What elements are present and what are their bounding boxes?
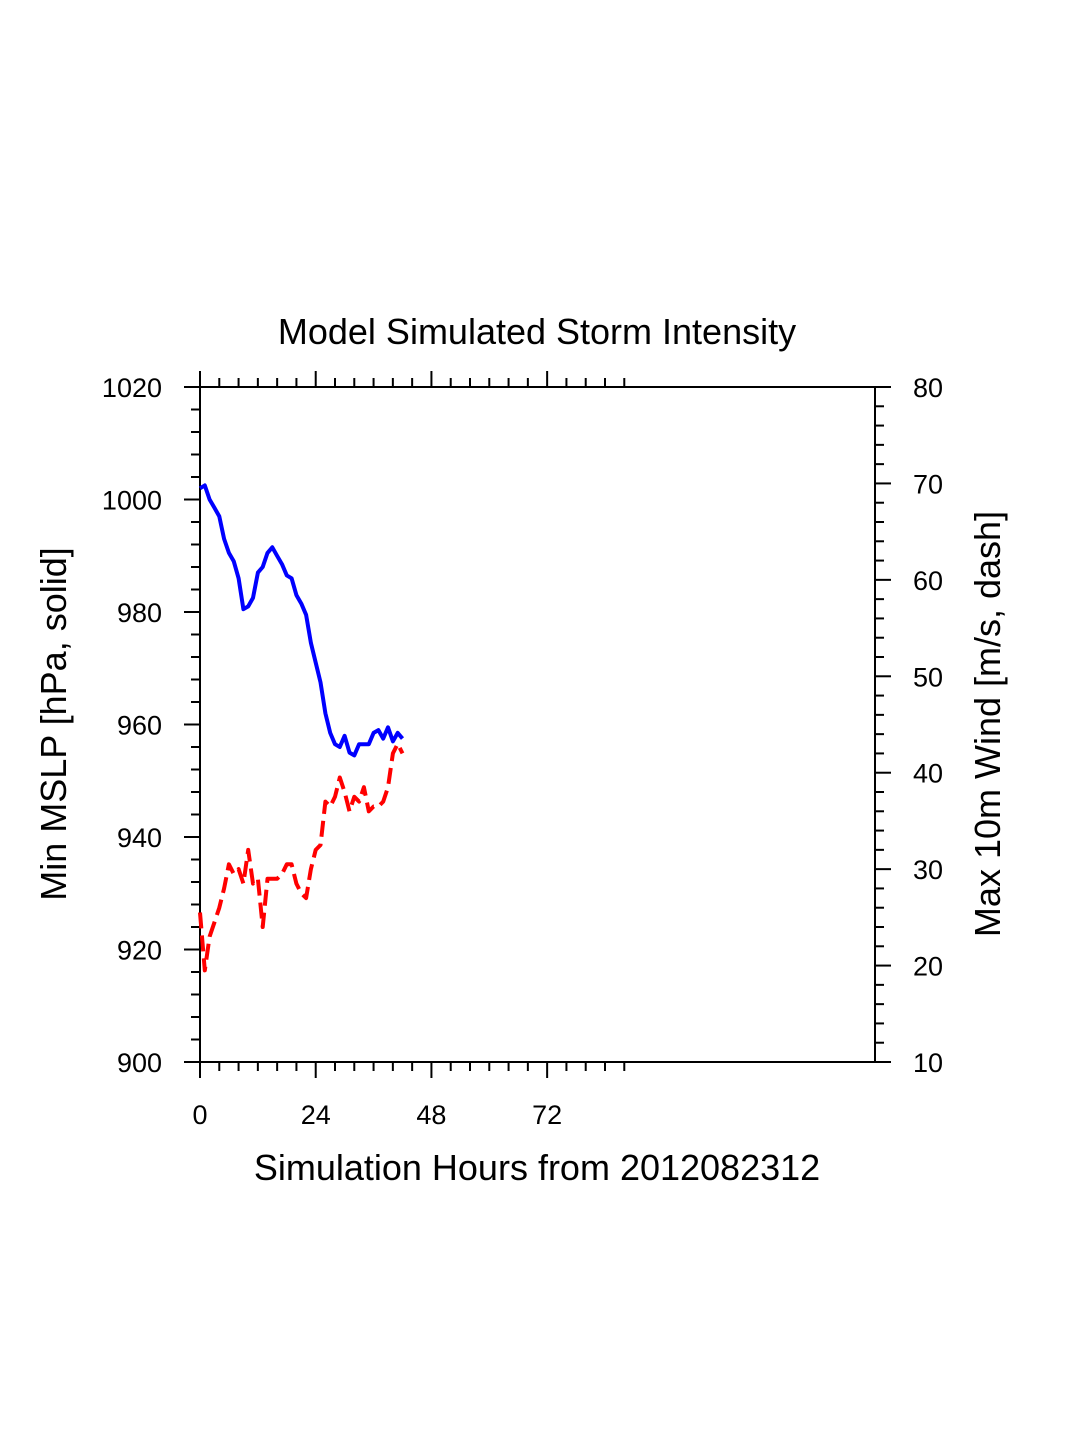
y-right-tick-label: 80	[913, 373, 943, 403]
min-mslp-series-line	[198, 483, 405, 758]
y-right-tick-label: 70	[913, 469, 943, 499]
y-right-tick-label: 10	[913, 1048, 943, 1078]
y-left-tick-label: 1000	[102, 486, 162, 516]
x-tick-label: 0	[192, 1100, 207, 1130]
y-right-tick-label: 30	[913, 855, 943, 885]
y-left-tick-label: 900	[117, 1048, 162, 1078]
y-axis-label-right: Max 10m Wind [m/s, dash]	[967, 511, 1008, 937]
series-layer	[198, 483, 405, 973]
y-right-tick-label: 20	[913, 952, 943, 982]
x-tick-label: 24	[301, 1100, 331, 1130]
y-left-tick-label: 940	[117, 823, 162, 853]
chart-title: Model Simulated Storm Intensity	[278, 311, 796, 352]
axes: 0 24 48 72900920940960980100010201020304050…	[102, 371, 943, 1130]
y-left-tick-label: 920	[117, 936, 162, 966]
y-left-tick-label: 960	[117, 711, 162, 741]
y-left-tick-label: 980	[117, 598, 162, 628]
y-right-tick-label: 50	[913, 662, 943, 692]
y-right-tick-label: 40	[913, 759, 943, 789]
y-left-tick-label: 1020	[102, 373, 162, 403]
y-right-tick-label: 60	[913, 566, 943, 596]
y-axis-label-left: Min MSLP [hPa, solid]	[33, 547, 74, 901]
plot-area-frame	[199, 386, 876, 1063]
x-tick-label: 72	[532, 1100, 562, 1130]
x-axis-label: Simulation Hours from 2012082312	[254, 1147, 820, 1188]
max-wind-series-line	[198, 741, 405, 973]
x-tick-label: 48	[416, 1100, 446, 1130]
